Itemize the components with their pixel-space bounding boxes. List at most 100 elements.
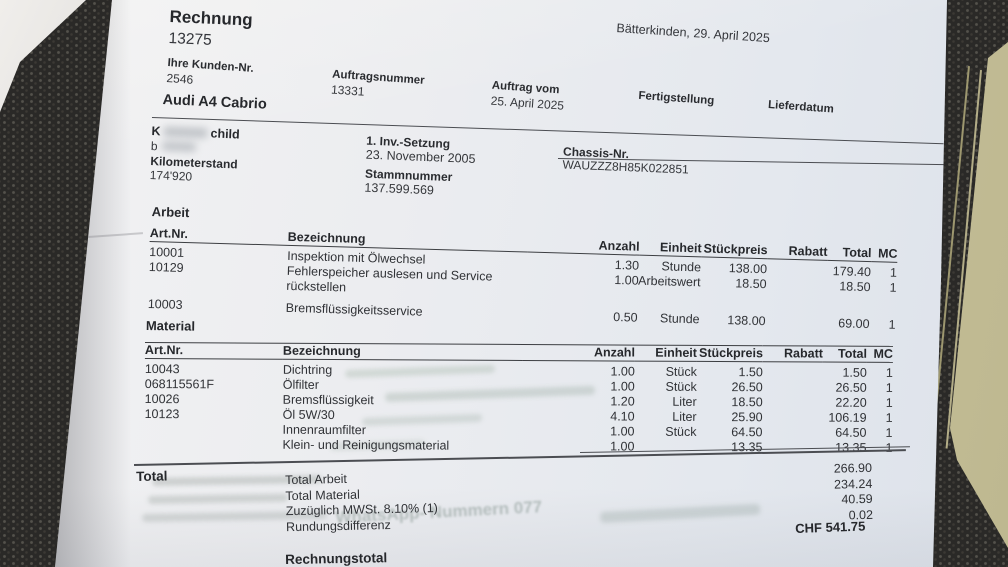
material-table: Art.Nr. Bezeichnung Anzahl Einheit Stück… (144, 342, 893, 456)
cell-artnr: 10043 (144, 361, 180, 377)
col-header-anzahl: Anzahl (527, 236, 640, 256)
cell-rabatt (766, 277, 827, 309)
cell-bezeichnung: Klein- und Reinigungsmaterial (282, 437, 450, 453)
cell-mc: 1 (888, 317, 896, 332)
cell-mc: 1 (889, 265, 898, 280)
cell-einheit: Arbeitswert (637, 273, 701, 290)
cell-einheit: Liter (672, 409, 697, 424)
cell-total: 22.20 (835, 395, 867, 410)
cell-anzahl: 4.10 (610, 409, 635, 424)
cell-artnr: 10026 (144, 391, 180, 407)
cell-artnr: 068115561F (144, 376, 215, 392)
col-header-artnr: Art.Nr. (144, 342, 283, 360)
invoice-number: 13275 (168, 29, 213, 49)
material-section-title: Material (145, 318, 196, 334)
cell-bezeichnung: Öl 5W/30 (282, 407, 335, 422)
owner-address-prefix: b (150, 138, 158, 154)
order-number-field: Auftragsnummer 13331 (331, 69, 425, 103)
cell-rabatt (762, 425, 822, 440)
cell-anzahl: 1.00 (614, 272, 639, 288)
col-header-einheit: Einheit (634, 344, 697, 362)
km-value: 174'920 (149, 167, 193, 184)
cell-mc: 1 (885, 425, 893, 440)
col-header-anzahl: Anzahl (522, 343, 635, 362)
col-header-bezeichnung: Bezeichnung (282, 342, 523, 361)
cell-artnr (144, 437, 282, 453)
total-labor-value: 266.90 (833, 460, 873, 476)
cell-mc: 1 (885, 380, 893, 395)
col-header-total: Total (822, 345, 867, 363)
cell-stueckpreis: 64.50 (731, 425, 763, 440)
cell-stueckpreis: 1.50 (738, 365, 763, 380)
grand-total-value: CHF 541.75 (795, 518, 866, 536)
cell-stueckpreis: 26.50 (731, 380, 763, 395)
col-header-stueckpreis: Stückpreis (696, 344, 763, 363)
cell-einheit: Liter (672, 394, 697, 409)
cell-rabatt (767, 262, 827, 279)
col-header-mc: MC (871, 246, 898, 263)
cell-anzahl: 1.00 (610, 379, 635, 394)
cell-einheit: Stunde (659, 311, 700, 327)
cell-mc: 1 (885, 395, 893, 410)
col-header-mc: MC (866, 345, 893, 363)
cell-total: 1.50 (842, 365, 867, 380)
cell-rabatt (763, 380, 823, 395)
grand-total-label: Rechnungstotal (285, 550, 388, 567)
cell-anzahl: 1.00 (610, 364, 635, 379)
cell-total: 18.50 (839, 279, 871, 295)
owner-address-redaction (161, 141, 196, 153)
cell-mc: 1 (889, 280, 897, 295)
stamm-number-value: 137.599.569 (364, 180, 435, 198)
cell-einheit: Stunde (661, 259, 702, 275)
col-header-einheit: Einheit (639, 239, 702, 258)
col-header-stueckpreis: Stückpreis (701, 241, 768, 260)
invoice-header: Rechnung 13275 (168, 7, 253, 52)
cell-stueckpreis: 18.50 (731, 395, 763, 410)
col-header-total: Total (827, 244, 872, 263)
order-date-field: Auftrag vom 25. April 2025 (490, 80, 565, 113)
cell-anzahl: 0.50 (613, 309, 638, 325)
order-date-value: 25. April 2025 (490, 93, 565, 113)
first-registration-value: 23. November 2005 (365, 147, 476, 167)
cell-einheit: Stück (665, 424, 697, 439)
cell-einheit: Stück (665, 379, 697, 394)
cell-bezeichnung: Dichtring (282, 362, 333, 377)
cell-mc: 1 (885, 410, 893, 425)
vat-value: 40.59 (841, 492, 873, 507)
cell-rabatt (765, 314, 825, 331)
cell-total: 106.19 (828, 410, 867, 425)
owner-name-suffix: child (210, 126, 240, 142)
total-material-value: 234.24 (833, 476, 873, 492)
cell-total: 69.00 (838, 316, 870, 332)
col-header-rabatt: Rabatt (762, 345, 823, 363)
cell-stueckpreis: 18.50 (735, 276, 767, 292)
cell-einheit: Stück (665, 364, 697, 379)
cell-bezeichnung: Innenraumfilter (282, 422, 366, 438)
cell-anzahl: 1.20 (610, 394, 635, 409)
col-header-rabatt: Rabatt (767, 243, 828, 261)
cell-artnr (145, 422, 283, 438)
cell-rabatt (763, 365, 823, 380)
document-title: Rechnung (169, 7, 254, 30)
cell-bezeichnung: Ölfilter (282, 377, 319, 392)
cell-anzahl: 1.00 (610, 424, 635, 439)
cell-rabatt (763, 395, 823, 410)
col-header-artnr: Art.Nr. (149, 226, 288, 246)
owner-name-redaction (163, 126, 208, 139)
cell-total: 64.50 (835, 425, 867, 440)
cell-stueckpreis: 138.00 (727, 313, 766, 329)
cell-artnr: 10123 (144, 406, 180, 422)
cell-total: 179.40 (832, 264, 872, 280)
cell-artnr: 10129 (148, 259, 184, 275)
cell-total: 26.50 (835, 380, 867, 395)
cell-rabatt (763, 410, 823, 425)
cell-mc: 1 (885, 365, 893, 380)
cell-bezeichnung: Bremsflüssigkeit (282, 392, 374, 408)
customer-number-field: Ihre Kunden-Nr. 2546 (166, 57, 254, 91)
cell-mc: 1 (866, 441, 892, 456)
chassis-number-value: WAUZZZ8H85K022851 (562, 157, 690, 177)
cell-stueckpreis: 25.90 (731, 410, 763, 425)
